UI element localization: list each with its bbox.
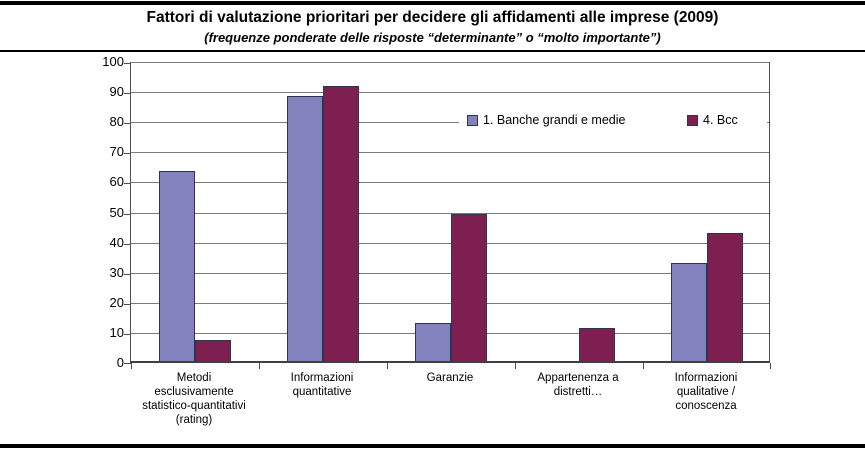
- x-category-label: Appartenenza a distretti…: [537, 372, 619, 398]
- gridline-50: [131, 212, 769, 214]
- bar-series2-cat4: [579, 328, 615, 361]
- bar-series2-cat2: [323, 86, 359, 361]
- y-tick-label: 40: [109, 234, 124, 250]
- y-tick-label: 80: [109, 114, 124, 130]
- gridline-90: [131, 92, 769, 94]
- gridline-40: [131, 242, 769, 244]
- y-tick-mark: [124, 273, 131, 275]
- y-tick-mark: [124, 183, 131, 185]
- legend-label-banche: 1. Banche grandi e medie: [483, 113, 626, 127]
- x-tick-mark: [515, 363, 516, 369]
- legend-swatch-banche-icon: [467, 114, 478, 126]
- bar-series1-cat3: [415, 323, 451, 361]
- chart-title: Fattori di valutazione prioritari per de…: [146, 9, 719, 26]
- gridline-80: [131, 122, 769, 124]
- legend-swatch-bcc-icon: [687, 114, 698, 126]
- y-tick-mark: [124, 153, 131, 155]
- y-tick-label: 90: [109, 84, 124, 100]
- gridline-70: [131, 152, 769, 154]
- x-category-label: Informazioni qualitative / conoscenza: [674, 372, 738, 412]
- y-tick-label: 50: [109, 204, 124, 220]
- y-tick-mark: [124, 243, 131, 245]
- x-tick-mark: [643, 363, 644, 369]
- x-axis: Metodi esclusivamente statistico-quantit…: [130, 371, 770, 433]
- y-tick-mark: [124, 333, 131, 335]
- gridline-20: [131, 302, 769, 304]
- gridline-30: [131, 272, 769, 274]
- legend-label-bcc: 4. Bcc: [703, 113, 738, 127]
- bar-series1-cat5: [671, 263, 707, 361]
- y-tick-label: 10: [109, 324, 124, 340]
- x-category-label: Garanzie: [426, 372, 474, 384]
- bar-series1-cat2: [287, 96, 323, 361]
- bar-series2-cat5: [707, 233, 743, 361]
- y-tick-label: 30: [109, 264, 124, 280]
- legend-item-bcc: 4. Bcc: [687, 107, 738, 133]
- y-tick-label: 0: [116, 355, 124, 370]
- legend-item-banche: 1. Banche grandi e medie: [467, 107, 625, 133]
- x-tick-mark: [131, 363, 132, 369]
- legend: 1. Banche grandi e medie 4. Bcc: [459, 107, 767, 133]
- y-tick-mark: [124, 213, 131, 215]
- y-tick-mark: [124, 363, 131, 364]
- y-tick-label: 100: [102, 54, 124, 69]
- x-tick-mark: [259, 363, 260, 369]
- y-tick-label: 60: [109, 174, 124, 190]
- plot-area: 1. Banche grandi e medie 4. Bcc: [124, 62, 771, 369]
- y-tick-label: 70: [109, 144, 124, 160]
- y-tick-mark: [124, 123, 131, 125]
- bar-series2-cat1: [195, 340, 231, 361]
- bottom-rule: [0, 444, 865, 448]
- bar-series1-cat1: [159, 171, 195, 361]
- x-category-label: Informazioni quantitative: [290, 372, 354, 398]
- chart-subtitle: (frequenze ponderate delle risposte “det…: [204, 30, 661, 45]
- y-axis: 0 10 20 30 40 50 60 70 80 90 100: [80, 54, 124, 370]
- x-tick-mark: [770, 363, 771, 369]
- y-tick-mark: [124, 93, 131, 95]
- x-tick-mark: [387, 363, 388, 369]
- top-rule: [0, 1, 865, 5]
- y-tick-mark: [124, 63, 131, 64]
- y-tick-mark: [124, 303, 131, 305]
- gridline-60: [131, 182, 769, 184]
- header-rule: [0, 50, 865, 52]
- x-category-label: Metodi esclusivamente statistico-quantit…: [142, 372, 246, 426]
- bar-series2-cat3: [451, 214, 487, 361]
- gridline-100: [131, 62, 769, 63]
- y-tick-label: 20: [109, 294, 124, 310]
